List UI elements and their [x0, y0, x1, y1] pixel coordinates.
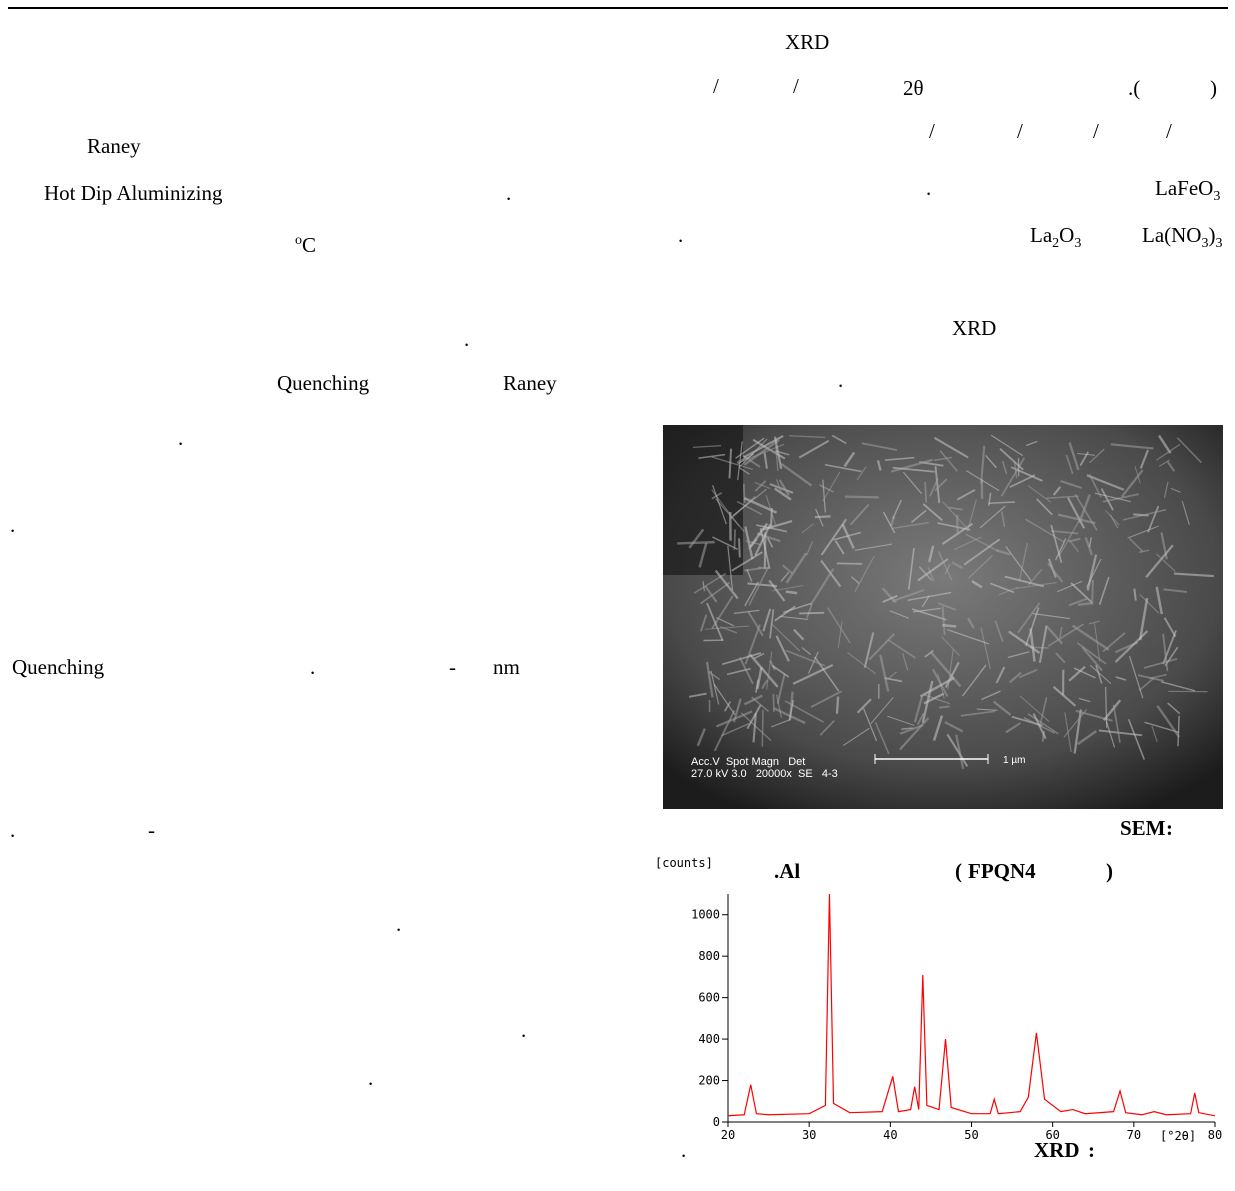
text: nm [493, 655, 520, 679]
fiber [1134, 589, 1135, 601]
text: . [926, 176, 931, 200]
caption: SEM [1120, 816, 1166, 840]
text: O [1059, 223, 1074, 247]
page: XRD / / 2θ .( ) / / / / . LaFeO3 . La2O3… [0, 0, 1235, 1191]
text: . [521, 1018, 526, 1042]
fiber [677, 542, 715, 543]
caption: XRD [1034, 1138, 1080, 1162]
y-tick-label: 400 [698, 1032, 720, 1046]
text: . [464, 327, 469, 351]
text: . [368, 1066, 373, 1090]
x-axis-label: [°2θ] [1160, 1129, 1196, 1143]
text: Quenching [12, 655, 104, 679]
text: 3 [1074, 236, 1081, 251]
text: / [793, 74, 799, 98]
xrd-line [728, 894, 1215, 1116]
text: 2θ [903, 76, 924, 100]
sem-info: Acc.V Spot Magn Det [691, 756, 805, 768]
text: o [295, 233, 302, 248]
text: Raney [87, 134, 141, 158]
fiber [837, 697, 838, 714]
formula: La(NO3)3 [1142, 223, 1222, 256]
text: / [1017, 119, 1023, 143]
text: / [713, 74, 719, 98]
text: / [1093, 119, 1099, 143]
formula: La2O3 [1030, 223, 1081, 256]
y-tick-label: 1000 [691, 908, 720, 922]
text: - [148, 818, 155, 842]
text: ) [1210, 76, 1217, 100]
text: . [678, 223, 683, 247]
text: . [10, 818, 15, 842]
y-tick-label: 0 [713, 1115, 720, 1129]
text: / [929, 119, 935, 143]
fiber [734, 529, 735, 549]
text: . [310, 655, 315, 679]
text: .( [1128, 76, 1140, 100]
text: C [302, 233, 316, 257]
fiber [744, 484, 745, 503]
header-rule [8, 7, 1228, 9]
text: XRD [785, 30, 829, 54]
fiber [1078, 603, 1092, 605]
formula: LaFeO3 [1155, 176, 1220, 209]
text: . [506, 181, 511, 205]
degree: oC [295, 229, 316, 257]
x-tick-label: 20 [721, 1128, 735, 1142]
sem-image: Acc.V Spot Magn Det 27.0 kV 3.0 20000x S… [663, 425, 1223, 809]
text: La(NO [1142, 223, 1201, 247]
fiber [942, 625, 956, 626]
fiber [786, 592, 797, 593]
x-tick-label: 80 [1208, 1128, 1222, 1142]
fiber [739, 538, 740, 557]
x-tick-label: 70 [1127, 1128, 1141, 1142]
y-tick-label: 600 [698, 991, 720, 1005]
fiber [925, 482, 926, 503]
text: 3 [1215, 236, 1222, 251]
fiber [799, 613, 824, 614]
sem-info: 27.0 kV 3.0 20000x SE 4-3 [691, 768, 838, 780]
text: Quenching [277, 371, 369, 395]
fiber [939, 706, 949, 707]
text: / [1166, 119, 1172, 143]
fiber [815, 516, 831, 517]
x-tick-label: 50 [964, 1128, 978, 1142]
text: Raney [503, 371, 557, 395]
text: LaFeO [1155, 176, 1213, 200]
text: XRD [952, 316, 996, 340]
text: . [10, 513, 15, 537]
fiber [1092, 580, 1093, 605]
text: - [449, 655, 456, 679]
y-tick-label: 800 [698, 949, 720, 963]
x-tick-label: 30 [802, 1128, 816, 1142]
text: La [1030, 223, 1052, 247]
text: . [396, 912, 401, 936]
x-tick-label: 40 [883, 1128, 897, 1142]
caption: . [681, 1138, 686, 1162]
xrd-chart: [counts] [°2θ] 0 200 400 600 800 1000 20 30 40 50… [625, 855, 1225, 1145]
text: 3 [1213, 189, 1220, 204]
text: . [178, 426, 183, 450]
caption: : [1088, 1138, 1095, 1162]
sem-scale: 1 µm [1003, 755, 1025, 766]
text: Hot Dip Aluminizing [44, 181, 223, 205]
text: . [838, 368, 843, 392]
fiber [845, 497, 879, 498]
fiber [762, 710, 763, 747]
caption: : [1166, 816, 1173, 840]
y-tick-label: 200 [698, 1074, 720, 1088]
y-axis-label: [counts] [655, 856, 713, 870]
